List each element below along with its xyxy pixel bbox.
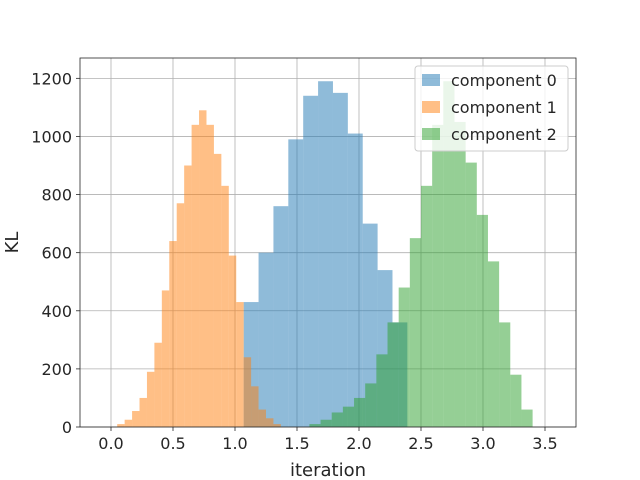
histogram-bar — [320, 419, 332, 427]
histogram-bar — [221, 185, 229, 427]
series-0-bars — [243, 81, 408, 428]
histogram-bar — [124, 419, 133, 427]
histogram-bar — [184, 165, 192, 427]
histogram-bar — [387, 322, 399, 427]
histogram-bar — [288, 139, 304, 428]
histogram-bar — [347, 133, 363, 427]
histogram-bar — [266, 418, 274, 427]
histogram-bar — [169, 241, 177, 427]
y-tick-label: 1000 — [31, 127, 72, 146]
histogram-bar — [432, 124, 444, 427]
histogram-bar — [342, 406, 355, 427]
x-tick-label: 0.5 — [160, 434, 185, 453]
histogram-bar — [117, 424, 125, 427]
x-tick-label: 2.0 — [346, 434, 371, 453]
y-tick-label: 200 — [41, 360, 72, 379]
histogram-bar — [176, 203, 185, 427]
x-tick-label: 3.0 — [470, 434, 495, 453]
legend-swatch — [422, 128, 440, 140]
histogram-bar — [213, 153, 222, 427]
histogram-bar — [206, 124, 214, 427]
y-tick-label: 800 — [41, 186, 72, 205]
histogram-bar — [499, 322, 511, 427]
histogram-bar — [421, 185, 433, 427]
histogram-bar — [362, 223, 378, 427]
legend-swatch — [422, 101, 440, 113]
histogram-bar — [199, 110, 207, 428]
histogram-bar — [465, 162, 477, 427]
histogram-bar — [332, 92, 348, 427]
histogram-bar — [398, 287, 410, 427]
x-tick-label: 1.0 — [222, 434, 247, 453]
legend-swatch — [422, 74, 440, 86]
legend-label: component 0 — [451, 71, 557, 90]
histogram-bar — [139, 397, 147, 427]
histogram-bar — [251, 386, 259, 427]
x-axis-ticks: 0.0 0.5 1.0 1.5 2.0 2.5 3.0 3.5 — [98, 427, 558, 453]
histogram-bar — [443, 81, 455, 428]
axes-frame — [79, 57, 577, 428]
legend-label: component 1 — [451, 98, 557, 117]
histogram-bar — [154, 342, 162, 427]
histogram-bar — [236, 302, 244, 427]
x-axis-label: iteration — [290, 460, 366, 480]
y-axis-ticks: 0 200 400 600 800 1000 1200 — [31, 69, 80, 437]
histogram-bar — [510, 374, 522, 427]
histogram-bar — [409, 238, 421, 427]
x-tick-label: 1.5 — [284, 434, 309, 453]
histogram-bar — [309, 424, 321, 427]
histogram-bar — [487, 261, 500, 427]
histogram-bar — [331, 412, 343, 427]
histogram-bar — [521, 409, 533, 427]
y-axis-label: KL — [2, 232, 23, 254]
legend-label: component 2 — [451, 125, 557, 144]
histogram-bar — [228, 255, 237, 427]
histogram-bar — [354, 397, 366, 427]
legend: component 0 component 1 component 2 — [414, 65, 569, 152]
histogram-bar — [365, 383, 377, 427]
y-tick-label: 400 — [41, 302, 72, 321]
histogram-bar — [376, 354, 388, 427]
x-tick-label: 3.5 — [532, 434, 557, 453]
series-1-bars — [117, 110, 281, 428]
histogram-bar — [191, 124, 200, 427]
histogram-bar — [318, 81, 333, 428]
histogram-bar — [303, 95, 319, 427]
histogram-bar — [476, 214, 488, 427]
histogram-bar — [273, 206, 289, 427]
histogram-bar — [273, 424, 281, 427]
x-tick-label: 2.5 — [408, 434, 433, 453]
histogram-bar — [132, 411, 140, 427]
histogram-bar — [258, 252, 274, 427]
histogram-bar — [454, 121, 466, 427]
y-tick-label: 600 — [41, 244, 72, 263]
y-tick-label: 0 — [62, 418, 72, 437]
histogram-bar — [161, 290, 170, 427]
histogram-bar — [243, 357, 252, 427]
y-tick-label: 1200 — [31, 69, 72, 88]
legend-box — [414, 65, 569, 152]
series-2-bars — [309, 81, 533, 428]
x-tick-label: 0.0 — [98, 434, 123, 453]
histogram-bar — [146, 371, 155, 427]
bars — [117, 81, 533, 428]
histogram-bar — [258, 409, 266, 427]
